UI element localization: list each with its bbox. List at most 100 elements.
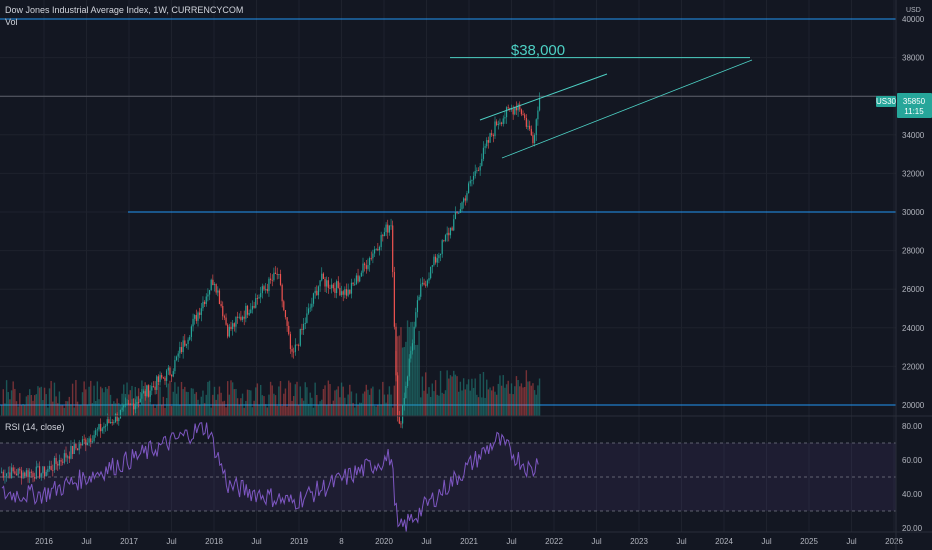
volume-bar [378,389,381,416]
volume-bar [532,383,534,416]
candle-body [515,107,518,111]
volume-bar [410,322,412,416]
candle-body [415,312,417,327]
candle-body [139,398,141,403]
rsi-tick-label: 20.00 [902,524,923,533]
candle-body [88,438,90,443]
volume-bar [326,405,328,416]
volume-bar [35,394,37,416]
volume-bar [299,386,301,416]
candle-body [189,336,191,340]
volume-bar [71,383,74,416]
volume-bar [283,393,285,416]
candle-body [133,403,135,410]
candle-body [144,391,146,397]
y-tick-label: 30000 [902,208,925,217]
volume-bar [98,399,100,416]
candle-body [387,224,389,233]
candle-body [519,104,521,110]
candle-body [377,248,379,251]
candle-body [276,273,278,275]
volume-bar [111,403,113,416]
candle-body [397,375,399,418]
volume-bar [220,392,222,416]
volume-label: Vol [5,17,18,27]
candle-body [72,445,74,455]
volume-bar [24,404,26,416]
volume-bar [255,387,257,416]
volume-bar [415,344,417,416]
x-tick-label: Jul [421,537,431,546]
candle-body [180,347,183,353]
candle-body [138,401,140,403]
volume-bar [306,387,308,416]
volume-bar [321,399,323,416]
candle-body [129,403,131,405]
candle-body [472,176,475,180]
volume-bar [243,407,245,416]
volume-bar [515,376,518,416]
volume-bar [349,384,351,416]
candle-body [60,460,62,462]
volume-bar [147,384,150,416]
candle-body [270,278,272,280]
volume-bar [395,351,397,416]
candle-body [265,288,267,290]
candle-body [116,414,118,422]
volume-bar [96,381,99,416]
candle-body [217,290,219,293]
volume-bar [492,386,495,416]
volume-bar [476,394,478,416]
candle-body [35,466,37,479]
y-tick-label: 28000 [902,247,925,256]
volume-bar [479,373,481,416]
volume-bar [4,403,6,416]
volume-bar [304,382,306,416]
candle-body [83,439,85,441]
candle-body [106,419,108,426]
volume-bar [86,404,89,416]
candle-body [256,298,258,299]
candle-body [197,312,199,321]
volume-bar [426,393,429,416]
volume-bar [19,393,21,416]
volume-bar [423,390,425,416]
volume-bar [213,386,216,416]
volume-bar [401,347,404,416]
volume-bar [533,390,536,416]
candle-body [240,316,242,320]
volume-bar [208,380,211,416]
volume-bar [517,379,519,416]
candle-body [213,284,216,286]
candle-body [334,288,336,294]
candle-body [524,114,526,118]
candle-body [468,183,470,194]
candle-body [126,403,128,405]
volume-bar [30,394,33,416]
volume-bar [307,403,310,416]
volume-bar [184,386,186,416]
volume-bar [278,386,280,416]
candle-body [2,471,4,478]
volume-bar [60,405,62,416]
candle-body [517,104,519,111]
volume-bar [215,399,217,416]
volume-bar [12,381,14,416]
volume-bar [279,381,282,416]
candle-body [443,240,445,242]
candle-body [289,334,291,349]
candle-body [439,253,442,256]
candle-body [319,280,321,287]
rsi-tick-label: 80.00 [902,422,923,431]
volume-bar [198,405,201,416]
candle-body [331,284,333,289]
volume-bar [538,378,541,416]
candle-body [243,316,245,319]
candle-body [162,377,164,379]
volume-bar [57,403,59,416]
candle-body [260,293,262,298]
candle-body [505,107,508,118]
volume-bar [99,386,102,416]
volume-bar [380,404,382,416]
